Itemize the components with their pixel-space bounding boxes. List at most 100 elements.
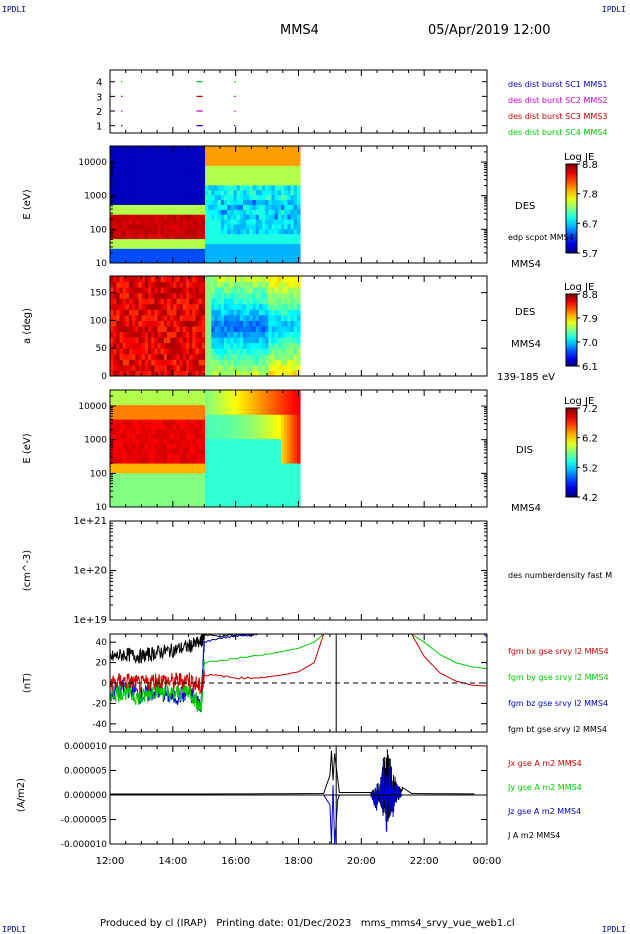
heatmap-cell [122,314,127,321]
heatmap-cell [246,214,250,220]
heatmap-cell [176,497,181,503]
heatmap-cell [163,145,168,152]
corner-label-top-left: IPDLI [2,5,27,14]
heatmap-cell [144,331,149,338]
heatmap-cell [201,399,206,406]
heatmap-cell [277,228,282,235]
heatmap-cell [214,438,219,445]
heatmap-cell [227,482,231,488]
heatmap-cell [195,502,200,508]
heatmap-cell [163,492,168,498]
heatmap-cell [125,238,130,244]
heatmap-cell [125,160,130,166]
heatmap-cell [173,209,178,215]
heatmap-cell [110,170,114,176]
heatmap-cell [160,497,165,503]
heatmap-cell [230,145,235,152]
heatmap-cell [132,472,136,479]
heatmap-cell [211,424,216,430]
heatmap-cell [265,233,269,240]
heatmap-cell [148,160,152,166]
heatmap-cell [170,233,174,240]
heatmap-cell [186,258,190,264]
heatmap-cell [154,155,159,162]
heatmap-cell [186,497,190,503]
heatmap-cell [255,424,260,430]
heatmap-cell [255,209,260,215]
heatmap-cell [160,502,165,508]
heatmap-cell [186,175,190,181]
heatmap-cell [144,175,149,181]
heatmap-cell [113,276,117,283]
heatmap-cell [287,209,292,215]
heatmap-cell [255,364,260,371]
heatmap-cell [239,309,244,316]
heatmap-cell [129,199,133,205]
heatmap-cell [163,276,168,283]
heatmap-cell [132,443,136,449]
heatmap-cell [148,477,152,484]
heatmap-cell [281,359,285,366]
heatmap-cell [176,258,181,264]
heatmap-cell [287,487,292,493]
heatmap-cell [132,364,136,371]
heatmap-cell [119,482,124,488]
heatmap-cell [208,502,212,508]
heatmap-cell [141,145,146,152]
heatmap-cell [268,331,273,338]
heatmap-cell [144,477,149,484]
heatmap-cell [116,399,121,406]
heatmap-cell [268,175,273,181]
heatmap-cell [141,320,146,327]
heatmap-cell [144,438,149,445]
heatmap-cell [151,359,155,366]
heatmap-cell [170,438,174,445]
heatmap-cell [214,502,219,508]
heatmap-cell [274,233,279,240]
heatmap-cell [192,180,197,186]
heatmap-cell [125,170,130,176]
heatmap-cell [274,248,279,254]
heatmap-cell [224,170,228,176]
heatmap-cell [293,155,298,162]
heatmap-cell [284,155,288,162]
heatmap-cell [151,199,155,205]
heatmap-cell [252,276,257,283]
heatmap-cell [110,482,114,488]
heatmap-cell [243,150,247,157]
heatmap-cell [157,160,162,166]
heatmap-cell [151,155,155,162]
heatmap-cell [138,331,143,338]
heatmap-cell [224,467,228,474]
heatmap-cell [217,487,222,493]
heatmap-cell [284,404,288,410]
heatmap-cell [252,214,257,220]
heatmap-cell [284,463,288,469]
heatmap-cell [252,482,257,488]
heatmap-cell [252,199,257,205]
heatmap-cell [224,155,228,162]
heatmap-cell [277,165,282,171]
heatmap-cell [189,428,193,435]
heatmap-cell [182,482,187,488]
heatmap-cell [252,497,257,503]
heatmap-cell [160,189,165,196]
burst-legend-entry: des dist burst SC2 MMS2 [508,96,607,105]
heatmap-cell [227,394,231,401]
heatmap-cell [116,145,121,152]
heatmap-cell [129,214,133,220]
heatmap-cell [138,204,143,210]
heatmap-cell [157,199,162,205]
heatmap-cell [227,248,231,254]
heatmap-cell [182,404,187,410]
heatmap-cell [274,364,279,371]
heatmap-cell [173,353,178,360]
heatmap-cell [230,258,235,264]
heatmap-cell [138,233,143,240]
heatmap-cell [230,314,235,321]
heatmap-cell [119,438,124,445]
heatmap-cell [227,331,231,338]
heatmap-cell [151,320,155,327]
heatmap-cell [258,258,263,264]
heatmap-cell [179,497,184,503]
